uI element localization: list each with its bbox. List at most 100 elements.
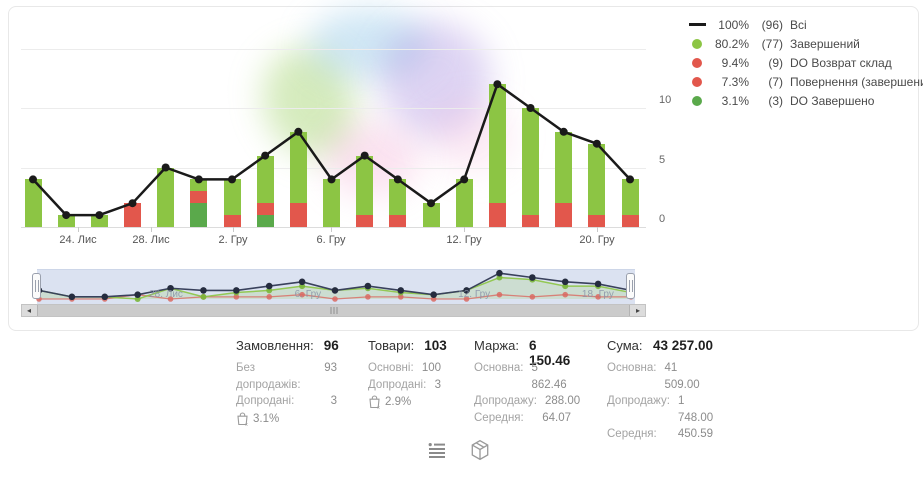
- line-point[interactable]: [95, 211, 104, 220]
- scroll-left-button[interactable]: ◂: [22, 305, 36, 316]
- bar-segment[interactable]: [621, 179, 639, 216]
- bar-segment[interactable]: [522, 108, 540, 216]
- bar-segment[interactable]: [488, 203, 506, 227]
- legend-item[interactable]: 3.1% (3) DO Завершено: [685, 91, 923, 110]
- total-line: [32, 82, 631, 217]
- bar-segment[interactable]: [455, 179, 473, 227]
- bar-segment[interactable]: [223, 179, 241, 216]
- navigator-right-handle[interactable]: [626, 273, 635, 299]
- legend-text: 7.3%: [721, 74, 749, 89]
- line-point[interactable]: [626, 175, 635, 184]
- line-point[interactable]: [228, 175, 237, 184]
- bar-segment[interactable]: [223, 215, 241, 227]
- stat-subrow: Основні: 100: [368, 360, 441, 377]
- line-point[interactable]: [161, 163, 170, 172]
- stat-title: Товари:: [368, 338, 415, 353]
- navigator-date-label: 12. Гру: [458, 289, 491, 300]
- scrollbar-thumb[interactable]: [37, 305, 630, 316]
- line-point[interactable]: [393, 175, 402, 184]
- y-axis-tick-label: 10: [659, 94, 672, 106]
- bar-segment[interactable]: [522, 215, 540, 227]
- bar-segment[interactable]: [190, 203, 208, 227]
- bar-segment[interactable]: [389, 215, 407, 227]
- line-point[interactable]: [460, 175, 469, 184]
- bar-segment[interactable]: [555, 203, 573, 227]
- legend-item[interactable]: 80.2% (77) Завершений: [685, 34, 923, 53]
- navigator-left-handle[interactable]: [32, 273, 41, 299]
- stat-value: 6 150.46: [528, 338, 571, 368]
- line-point[interactable]: [261, 151, 270, 160]
- line-point[interactable]: [194, 175, 203, 184]
- details-list-button[interactable]: [424, 437, 450, 463]
- line-point[interactable]: [294, 127, 303, 136]
- bar-segment[interactable]: [256, 215, 274, 227]
- x-axis-tick-label: 12. Гру: [446, 234, 482, 246]
- line-point[interactable]: [62, 211, 71, 220]
- line-point[interactable]: [327, 175, 336, 184]
- bar-segment[interactable]: [190, 191, 208, 204]
- legend-text: (9): [768, 55, 783, 70]
- line-point[interactable]: [592, 139, 601, 148]
- bar-segment[interactable]: [289, 131, 307, 204]
- legend-dot-icon: [685, 76, 709, 87]
- legend-item[interactable]: 9.4% (9) DO Возврат склад: [685, 53, 923, 72]
- bar-segment[interactable]: [588, 143, 606, 216]
- stat-title-row: Сума: 43 257.00: [607, 338, 713, 360]
- stat-column: Замовлення: 96 Без допродажів: 93 Допродані:…: [236, 338, 339, 426]
- x-axis-tick-label: 20. Гру: [579, 234, 615, 246]
- bar-segment[interactable]: [323, 179, 341, 227]
- bar-segment[interactable]: [24, 179, 42, 227]
- line-point[interactable]: [493, 80, 502, 89]
- upsell-rate-row: x 3.1%: [236, 411, 337, 426]
- chart-legend: 100% (96) Всі 80.2% (77) Завершений 9.4% (9) DO …: [685, 15, 923, 110]
- bar-segment[interactable]: [124, 203, 141, 227]
- bar-segment[interactable]: [422, 203, 440, 227]
- svg-text:x: x: [377, 405, 380, 409]
- bar-segment[interactable]: [256, 203, 274, 216]
- stat-title-row: Товари: 103: [368, 338, 447, 360]
- bar-segment[interactable]: [157, 167, 175, 227]
- line-point[interactable]: [526, 104, 535, 112]
- bar-segment[interactable]: [621, 215, 639, 227]
- line-point[interactable]: [128, 199, 137, 208]
- stat-subrow: Основна: 41 509.00: [607, 360, 713, 393]
- bar-segment[interactable]: [356, 215, 374, 227]
- line-point[interactable]: [427, 199, 436, 208]
- legend-text: (3): [768, 93, 783, 108]
- scroll-right-button[interactable]: ▸: [631, 305, 645, 316]
- cube-icon: [471, 439, 489, 461]
- bar-segment[interactable]: [190, 179, 208, 192]
- stat-title: Маржа:: [474, 338, 519, 353]
- bar-segment[interactable]: [389, 179, 407, 216]
- footer-toolbar: [424, 437, 493, 463]
- legend-item[interactable]: 100% (96) Всі: [685, 15, 923, 34]
- bar-segment[interactable]: [256, 155, 274, 204]
- stat-title: Сума:: [607, 338, 643, 353]
- legend-text: 9.4%: [721, 55, 749, 70]
- bar-segment[interactable]: [588, 215, 606, 227]
- stat-subrow-value: 3: [434, 378, 441, 391]
- legend-text: DO Завершено: [790, 93, 875, 108]
- line-point[interactable]: [29, 175, 37, 184]
- legend-item[interactable]: 7.3% (7) Повернення (завершений): [685, 72, 923, 91]
- stat-subrow-value: 3: [330, 395, 337, 407]
- chart-scrollbar[interactable]: ◂ ▸: [21, 304, 646, 317]
- range-navigator[interactable]: 28. Лис 6. Гру 12. Гру 18. Гру: [21, 269, 646, 305]
- x-axis-tick: [331, 227, 332, 232]
- bar-segment[interactable]: [488, 84, 506, 204]
- y-axis-tick-label: 0: [659, 213, 666, 225]
- bar-segment[interactable]: [57, 215, 75, 227]
- bar-segment[interactable]: [356, 155, 374, 216]
- line-point[interactable]: [559, 127, 568, 136]
- line-point[interactable]: [360, 151, 369, 160]
- upsell-rate-value: 2.9%: [385, 396, 412, 408]
- stat-subrow: Допродажу: 1 748.00: [607, 393, 713, 426]
- x-axis-tick: [233, 227, 234, 232]
- stat-value: 43 257.00: [652, 338, 713, 353]
- products-cube-button[interactable]: [467, 437, 493, 463]
- bar-segment[interactable]: [555, 131, 573, 204]
- upsell-rate-value: 3.1%: [253, 412, 280, 425]
- total-line-layer: [29, 80, 635, 220]
- bar-segment[interactable]: [289, 203, 307, 227]
- bar-segment[interactable]: [90, 215, 108, 227]
